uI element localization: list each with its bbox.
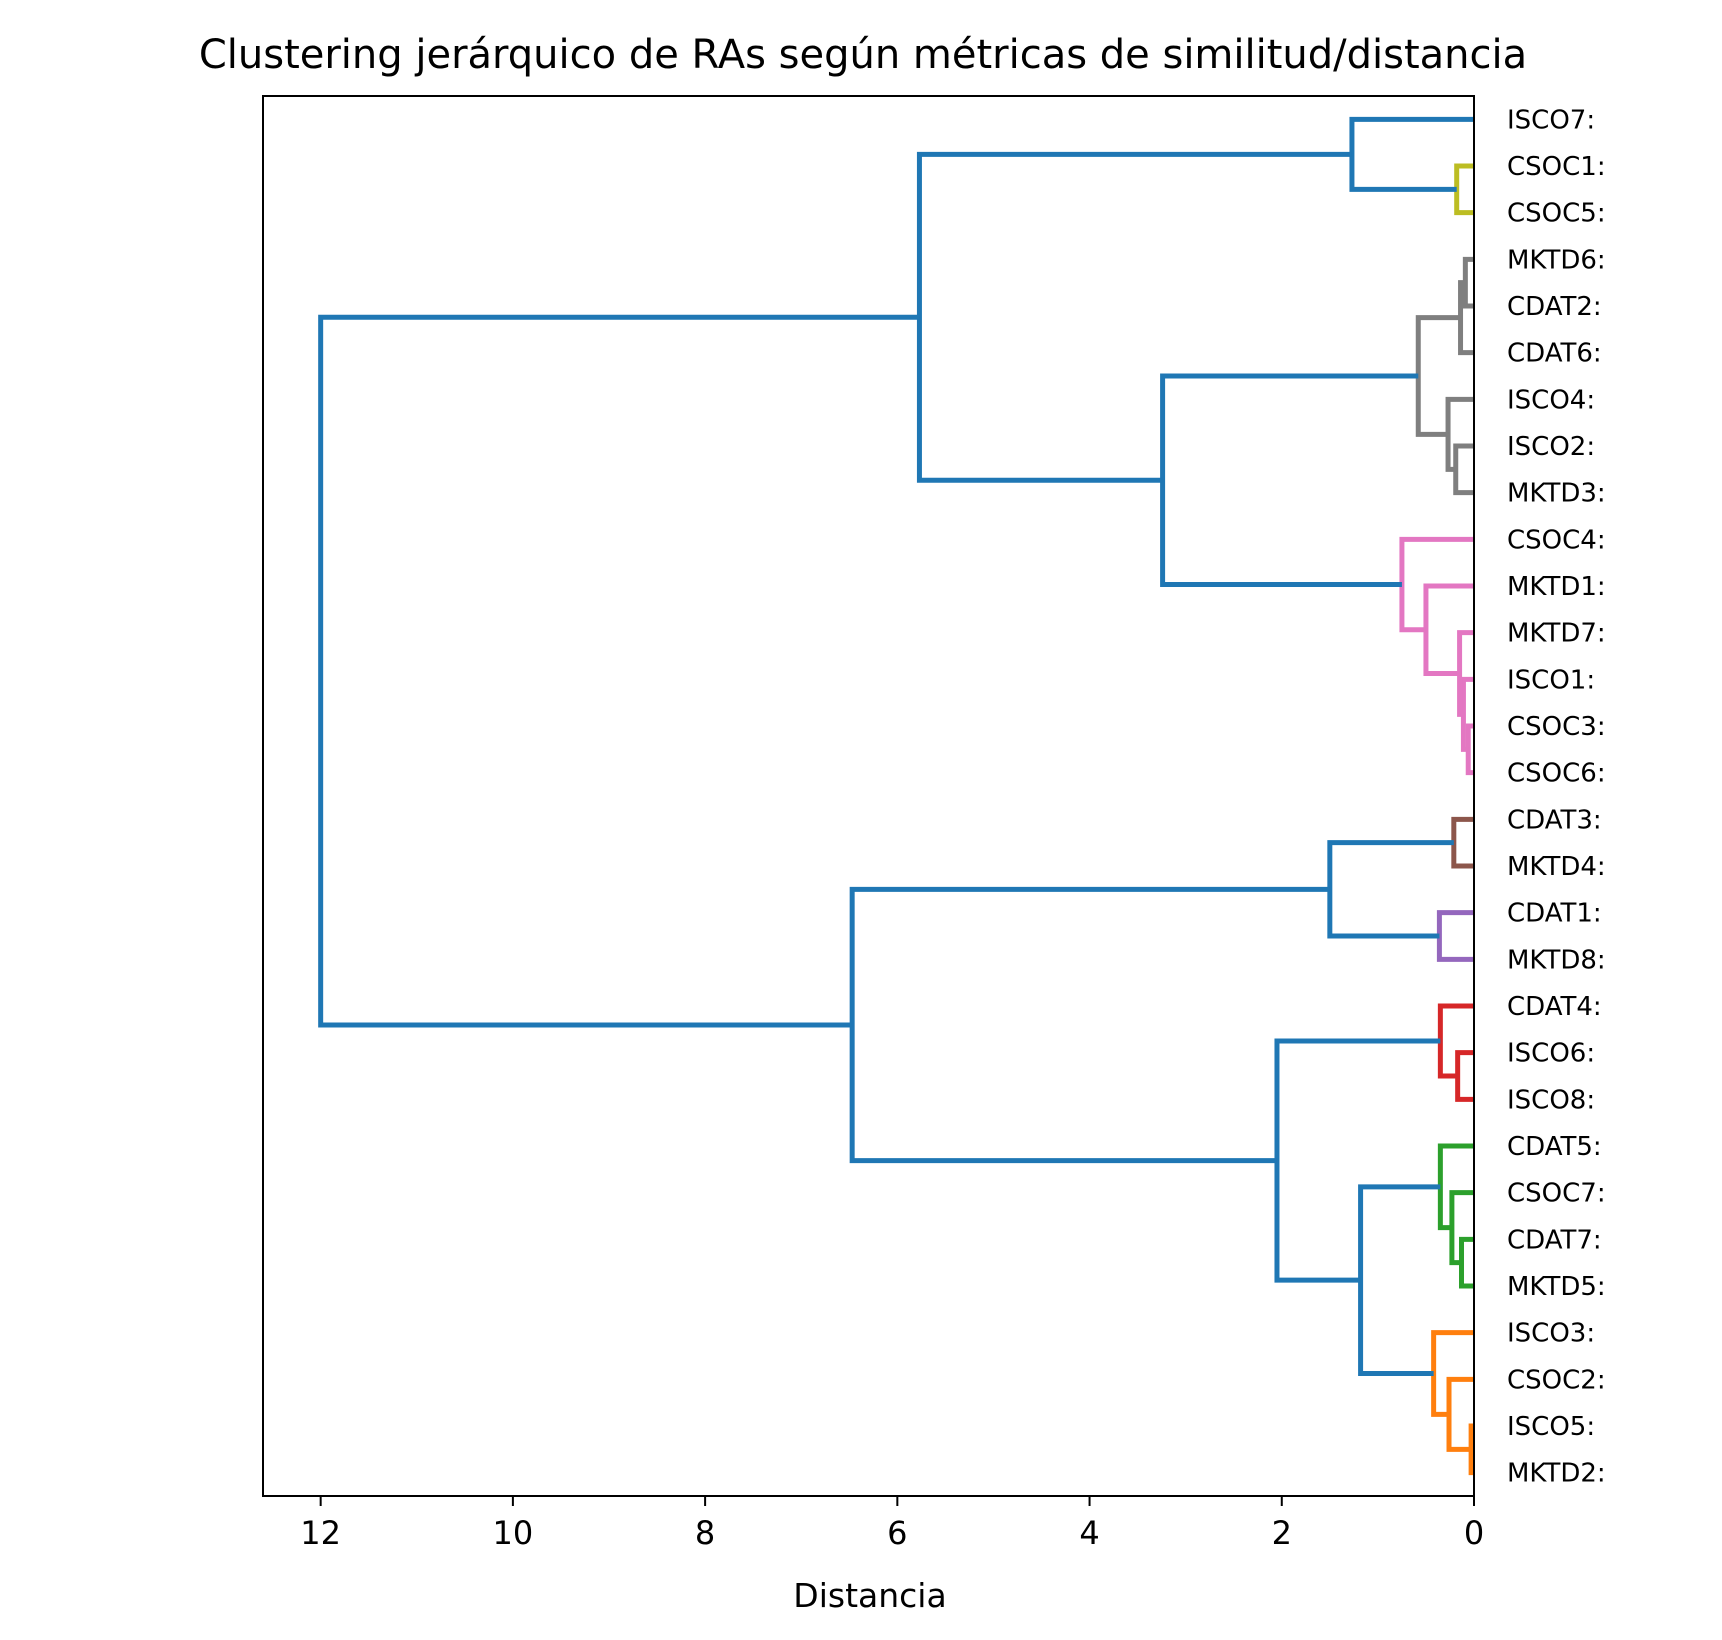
dendrogram-link-1	[1349, 116, 1474, 192]
dendrogram-link-16	[1327, 840, 1454, 939]
leaf-label: CSOC3:	[1507, 712, 1606, 742]
dendrogram-link-15	[1436, 910, 1474, 962]
leaf-label: MKTD8:	[1507, 945, 1606, 975]
x-axis-label: Distancia	[793, 1576, 946, 1615]
leaf-label: MKTD4:	[1507, 852, 1606, 882]
leaf-label: CSOC1:	[1507, 152, 1606, 182]
x-tick-label: 10	[493, 1514, 534, 1552]
dendrogram-link-6	[1415, 315, 1461, 437]
leaf-label: CDAT5:	[1507, 1132, 1602, 1162]
leaf-label: ISCO6:	[1507, 1039, 1595, 1069]
leaf-label: ISCO1:	[1507, 665, 1595, 695]
dendrogram-link-9	[1457, 630, 1474, 717]
dendrogram-link-19	[1459, 1236, 1474, 1289]
dendrogram-link-12	[1160, 373, 1419, 588]
leaf-label: CDAT7:	[1507, 1225, 1602, 1255]
leaf-labels: ISCO7: CSOC1: CSOC5: MKTD6: CDAT2: CDAT6: ISCO…	[1507, 105, 1606, 1488]
leaf-label: MKTD6:	[1507, 245, 1606, 275]
x-tick-label: 6	[887, 1514, 907, 1552]
dendrogram-link-27	[849, 886, 1330, 1164]
leaf-label: CDAT2:	[1507, 292, 1602, 322]
dendrogram-link-24	[1431, 1330, 1474, 1417]
dendrogram-link-10	[1423, 583, 1474, 676]
leaf-label: MKTD1:	[1507, 572, 1606, 602]
dendrogram-link-21	[1437, 1143, 1474, 1231]
leaf-label: CSOC5:	[1507, 199, 1606, 229]
dendrogram-links	[318, 116, 1474, 1476]
leaf-label: MKTD2:	[1507, 1459, 1606, 1489]
x-tick-label: 4	[1079, 1514, 1099, 1552]
leaf-label: CSOC6:	[1507, 759, 1606, 789]
x-tick-label: 8	[695, 1514, 715, 1552]
leaf-label: ISCO7:	[1507, 105, 1595, 135]
dendrogram-link-8	[1460, 676, 1474, 752]
dendrogram-link-5	[1445, 396, 1474, 472]
chart-title: Clustering jerárquico de RAs según métri…	[199, 32, 1527, 78]
dendrogram-link-13	[916, 151, 1352, 483]
dendrogram-link-4	[1453, 443, 1474, 496]
dendrogram-link-11	[1399, 536, 1474, 633]
leaf-label: ISCO3:	[1507, 1319, 1595, 1349]
leaf-label: ISCO2:	[1507, 432, 1595, 462]
dendrogram-link-14	[1451, 816, 1474, 869]
leaf-label: MKTD3:	[1507, 479, 1606, 509]
leaf-label: ISCO5:	[1507, 1412, 1595, 1442]
dendrogram-link-28	[318, 314, 920, 1028]
x-tick-label: 2	[1272, 1514, 1292, 1552]
dendrogram-link-22	[1468, 1423, 1474, 1476]
leaf-label: MKTD7:	[1507, 619, 1606, 649]
leaf-label: ISCO8:	[1507, 1085, 1595, 1115]
leaf-label: MKTD5:	[1507, 1272, 1606, 1302]
x-axis-ticks: 12 10 8 6 4 2 0	[300, 1496, 1484, 1552]
leaf-label: CSOC7:	[1507, 1179, 1606, 1209]
leaf-label: CSOC2:	[1507, 1365, 1606, 1395]
x-tick-label: 12	[300, 1514, 341, 1552]
dendrogram-link-17	[1455, 1050, 1474, 1102]
leaf-label: CDAT6:	[1507, 339, 1602, 369]
plot-frame	[262, 95, 1475, 1497]
dendrogram-link-2	[1462, 256, 1474, 309]
dendrogram-link-25	[1358, 1184, 1441, 1376]
x-tick-label: 0	[1464, 1514, 1484, 1552]
leaf-label: CDAT3:	[1507, 805, 1602, 835]
leaf-label: CSOC4:	[1507, 525, 1606, 555]
leaf-label: CDAT1:	[1507, 899, 1602, 929]
dendrogram-link-0	[1454, 163, 1474, 216]
leaf-label: ISCO4:	[1507, 385, 1595, 415]
leaf-label: CDAT4:	[1507, 992, 1602, 1022]
